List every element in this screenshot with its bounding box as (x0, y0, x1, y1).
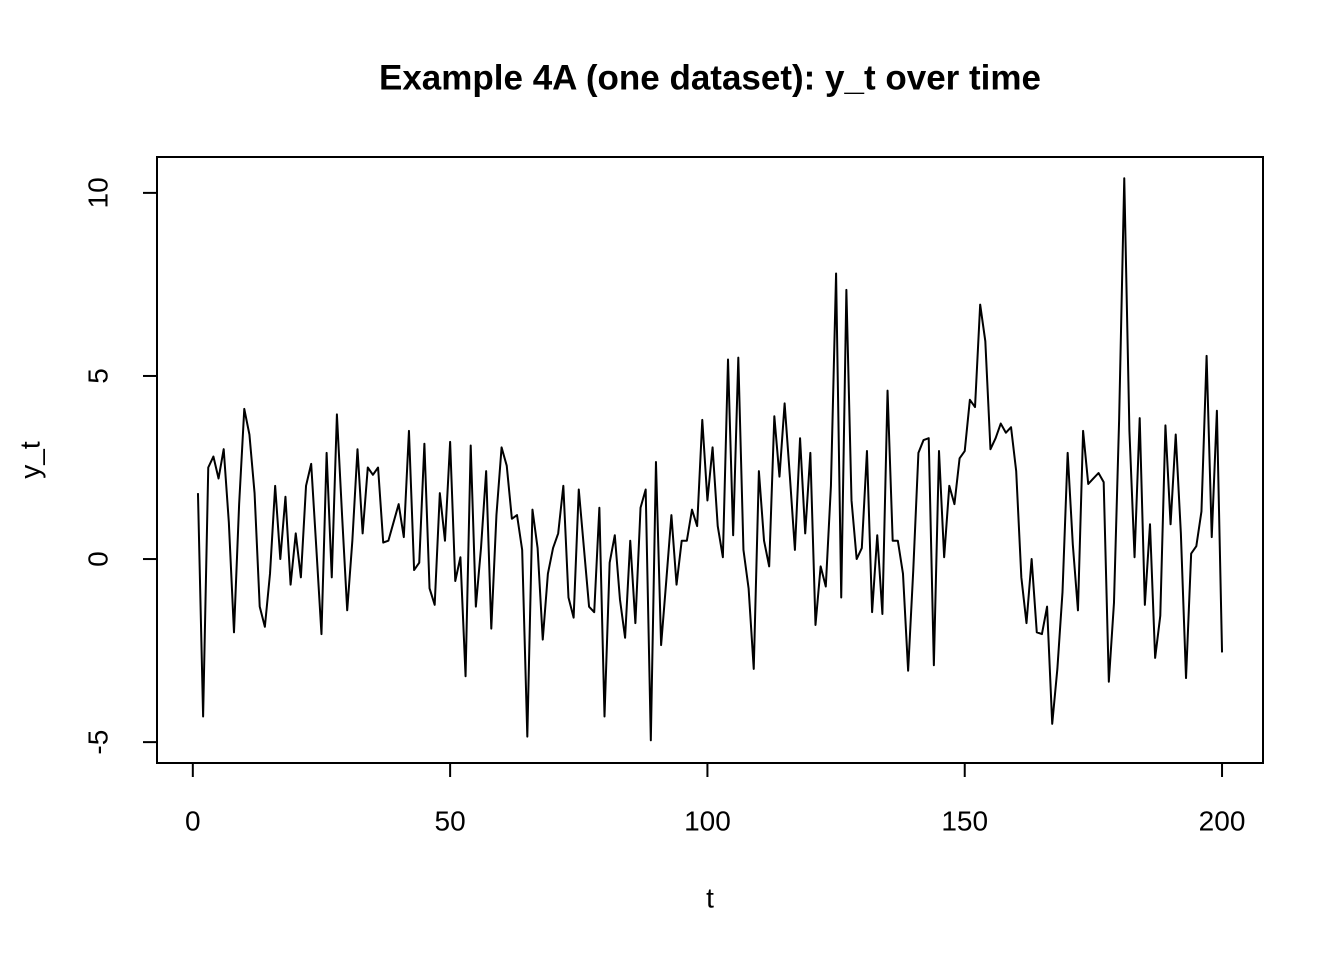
y-tick-label: 10 (82, 177, 113, 208)
y-tick-label: 0 (82, 551, 113, 567)
y-tick-label: 5 (82, 368, 113, 384)
y-axis-label: y_t (14, 441, 45, 479)
y-tick-label: -5 (82, 730, 113, 755)
data-line (196, 177, 1224, 742)
x-tick-label: 150 (941, 805, 988, 836)
x-axis-label: t (706, 882, 714, 913)
x-tick-label: 100 (684, 805, 731, 836)
x-tick-label: 200 (1199, 805, 1246, 836)
chart-title: Example 4A (one dataset): y_t over time (379, 58, 1041, 97)
x-tick-label: 0 (185, 805, 201, 836)
x-tick-label: 50 (435, 805, 466, 836)
